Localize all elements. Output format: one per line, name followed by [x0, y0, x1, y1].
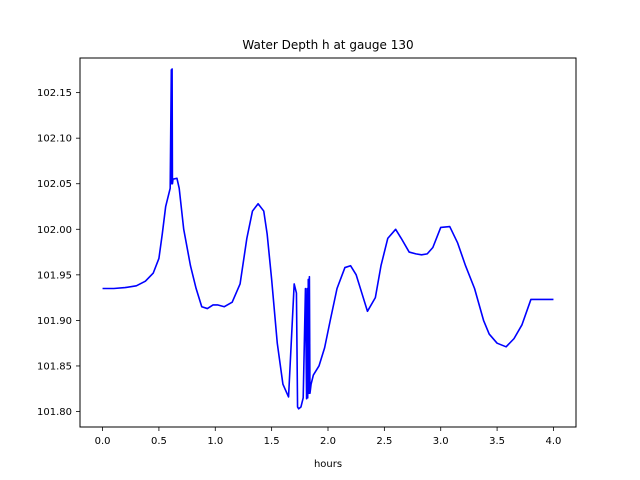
series-line-0: [102, 68, 554, 410]
plot-frame: [79, 57, 577, 428]
x-tick-label: 1.0: [207, 436, 223, 447]
y-tick-label: 101.90: [37, 316, 72, 327]
x-axis: 0.0 0.5 1.0 1.5 2.0 2.5 3.0 3.5 4.0: [95, 427, 562, 447]
x-axis-label: hours: [314, 459, 342, 470]
plot-area: [79, 57, 577, 428]
series-layer: [102, 68, 554, 410]
y-tick-label: 101.85: [37, 361, 72, 372]
x-tick-label: 0.0: [95, 436, 111, 447]
x-tick-label: 3.0: [433, 436, 449, 447]
y-tick-label: 102.15: [37, 88, 72, 99]
y-tick-label: 102.10: [37, 134, 72, 145]
chart-title: Water Depth h at gauge 130: [242, 38, 413, 52]
x-tick-label: 0.5: [151, 436, 167, 447]
y-tick-label: 102.00: [37, 225, 72, 236]
y-tick-label: 101.80: [37, 407, 72, 418]
y-axis: 101.80 101.85 101.90 101.95 102.00 102.05 102.…: [37, 88, 80, 418]
y-tick-label: 102.05: [37, 179, 72, 190]
x-tick-label: 2.5: [376, 436, 392, 447]
x-tick-label: 3.5: [489, 436, 505, 447]
x-tick-label: 2.0: [320, 436, 336, 447]
x-tick-label: 1.5: [264, 436, 280, 447]
y-tick-label: 101.95: [37, 270, 72, 281]
x-tick-label: 4.0: [546, 436, 562, 447]
